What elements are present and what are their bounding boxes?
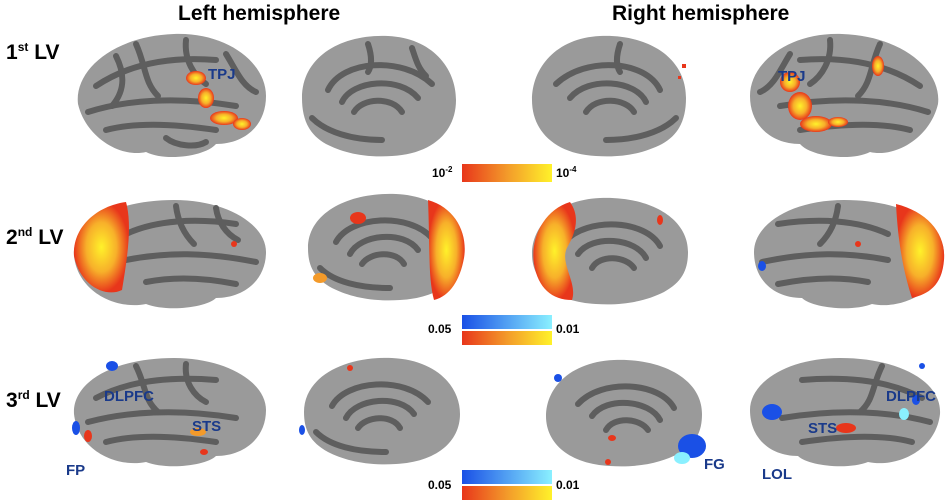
roi-label-dlpfc-right: DLPFC [886,388,936,405]
colorbar-3-low-label: 0.05 [428,478,452,492]
colorbar-2 [462,315,552,345]
row-ordinal: 2 [6,226,18,249]
brain-r3-left-lateral [72,358,266,467]
row-suffix: nd [17,225,33,239]
activation-blob [428,200,465,300]
colorbar-base: 10 [432,166,446,180]
row-label-2: 2nd LV [6,225,63,250]
roi-label-tpj-right: TPJ [778,68,806,85]
colorbar-2-high-label: 0.01 [556,322,580,336]
activation-blob [73,202,129,293]
brain-r3-right-lateral [750,358,941,467]
activation-blob [780,56,884,132]
colorbar-2-low-label: 0.05 [428,322,452,336]
roi-label-dlpfc-left: DLPFC [104,388,154,405]
brain-r1-left-lateral [77,33,266,158]
roi-label-fp: FP [66,462,86,479]
right-hemisphere-header: Right hemisphere [612,2,790,25]
row-ordinal: 1 [6,41,18,64]
roi-label-tpj-left: TPJ [208,66,236,83]
roi-label-sts-right: STS [808,420,838,437]
colorbar-3-high-label: 0.01 [556,478,580,492]
brain-r2-left-medial [308,193,465,301]
colorbar-exp: -4 [569,165,577,174]
colorbar-1 [462,164,552,182]
colorbar-base: 10 [556,166,570,180]
activation-blob [896,204,945,298]
activation-blob [186,71,251,130]
colorbar-1-high-label: 10-4 [556,165,576,180]
brain-r1-right-medial [532,35,686,157]
brain-r3-left-medial [299,357,460,465]
colorbar-exp: -2 [445,165,453,174]
brain-r3-right-medial [546,359,706,467]
colorbar-1-low-label: 10-2 [432,165,452,180]
row-ordinal: 3 [6,389,18,412]
row-lv: LV [35,389,61,412]
row-label-1: 1st LV [6,40,59,65]
roi-label-lol: LOL [762,466,792,483]
brain-r1-right-lateral [750,33,939,158]
row-suffix: st [17,40,29,54]
brain-r2-left-lateral [73,200,266,309]
colorbar-3 [462,470,552,500]
row-lv: LV [34,41,60,64]
roi-label-fg: FG [704,456,725,473]
row-label-3: 3rd LV [6,388,61,413]
brain-r2-right-medial [532,197,688,305]
roi-label-sts-left: STS [192,418,222,435]
row-suffix: rd [17,388,30,402]
brain-r2-right-lateral [754,200,945,309]
left-hemisphere-header: Left hemisphere [178,2,341,25]
activation-blob [533,202,576,300]
row-lv: LV [38,226,64,249]
brain-r1-left-medial [302,35,456,157]
